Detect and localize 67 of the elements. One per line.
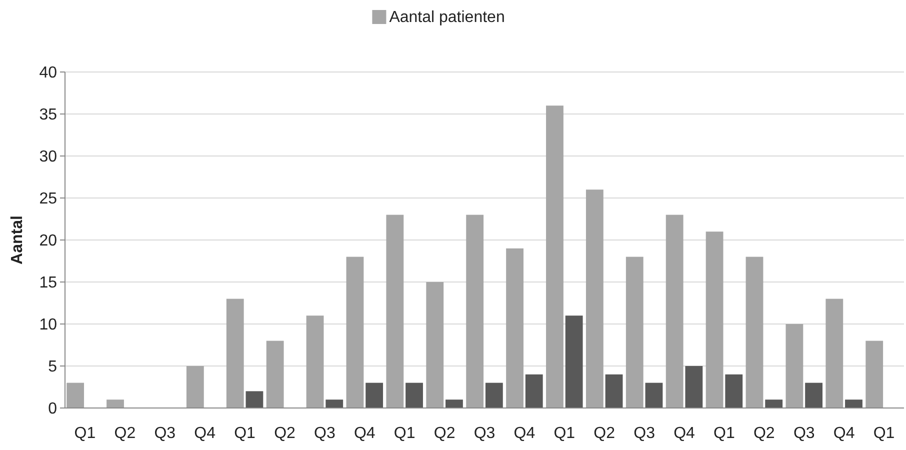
bar — [826, 298, 844, 408]
bar — [506, 248, 524, 408]
y-tick-label: 25 — [39, 190, 58, 208]
x-tick-label: Q4 — [194, 425, 216, 442]
x-tick-label: Q1 — [234, 425, 256, 442]
bar — [246, 391, 264, 408]
bar — [466, 214, 484, 408]
bar — [666, 214, 684, 408]
y-tick-label: 20 — [39, 232, 58, 250]
bar — [525, 374, 543, 408]
bar — [786, 324, 804, 408]
x-tick-label: Q1 — [554, 425, 576, 442]
bar — [186, 366, 204, 408]
bar — [485, 382, 503, 408]
x-tick-label: Q2 — [114, 425, 136, 442]
bar — [866, 340, 884, 408]
x-tick-label: Q3 — [154, 425, 176, 442]
x-tick-label: Q4 — [354, 425, 376, 442]
x-tick-label: Q3 — [474, 425, 496, 442]
bar — [326, 400, 344, 408]
x-tick-label: Q3 — [634, 425, 656, 442]
bar — [426, 282, 444, 408]
x-tick-label: Q2 — [434, 425, 456, 442]
bar — [586, 190, 604, 408]
bar — [226, 298, 244, 408]
x-tick-label: Q1 — [394, 425, 416, 442]
bar — [266, 340, 284, 408]
x-tick-label: Q1 — [873, 425, 895, 442]
x-tick-label: Q2 — [753, 425, 775, 442]
y-tick-label: 10 — [39, 316, 58, 334]
bar — [106, 400, 124, 408]
bar — [446, 400, 463, 408]
bar — [66, 382, 84, 408]
y-tick-label: 40 — [39, 64, 58, 82]
x-tick-label: Q3 — [793, 425, 815, 442]
bar — [746, 256, 764, 408]
y-tick-label: 35 — [39, 106, 58, 124]
bar — [306, 316, 324, 408]
x-tick-label: Q3 — [314, 425, 336, 442]
y-tick-label: 5 — [48, 358, 58, 376]
bar — [546, 106, 564, 408]
x-tick-label: Q1 — [74, 425, 96, 442]
x-tick-label: Q1 — [714, 425, 735, 442]
bar — [645, 382, 663, 408]
bar — [346, 256, 364, 408]
y-tick-label: 0 — [48, 400, 58, 418]
bar — [685, 366, 703, 408]
bar — [366, 382, 384, 408]
bar — [626, 256, 644, 408]
bar — [805, 382, 822, 408]
legend-label: Aantal patienten — [389, 9, 505, 26]
x-tick-label: Q4 — [674, 425, 696, 442]
x-tick-label: Q2 — [274, 425, 296, 442]
bar — [765, 400, 783, 408]
y-axis-title: Aantal — [9, 216, 26, 264]
x-tick-label: Q2 — [594, 425, 616, 442]
bar — [605, 374, 623, 408]
bar — [706, 232, 724, 408]
y-tick-label: 30 — [39, 148, 58, 166]
bar — [386, 214, 404, 408]
x-tick-label: Q4 — [514, 425, 536, 442]
y-tick-label: 15 — [39, 274, 58, 292]
bar — [845, 400, 862, 408]
bar — [565, 316, 583, 408]
x-tick-label: Q4 — [833, 425, 855, 442]
bar — [406, 382, 423, 408]
bar — [725, 374, 743, 408]
